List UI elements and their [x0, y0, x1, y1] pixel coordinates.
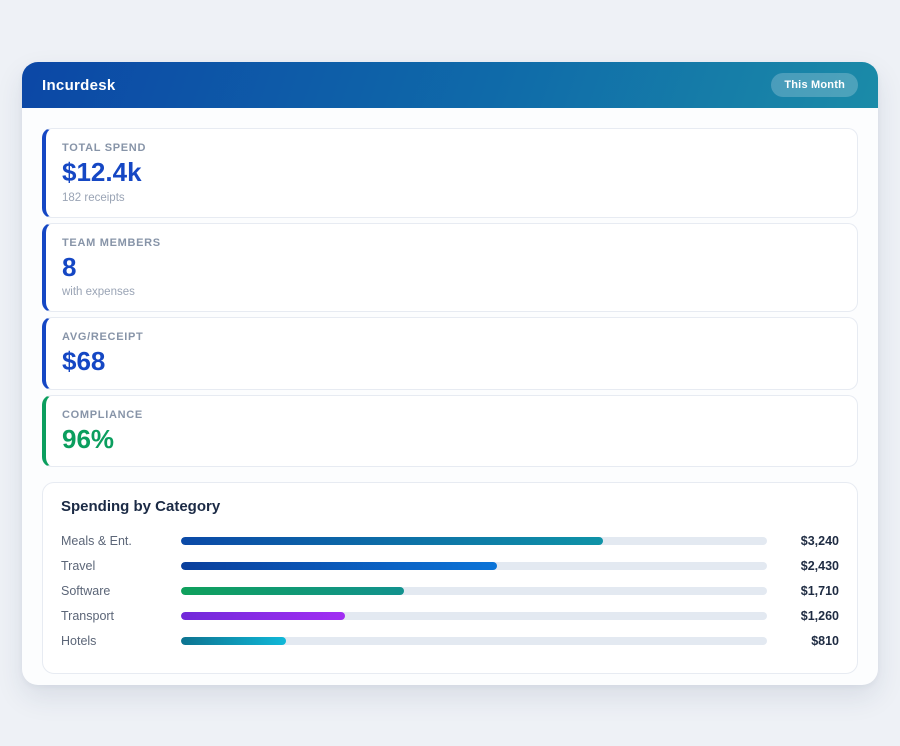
spending-by-category-chart: Spending by Category Meals & Ent. $3,240…: [42, 482, 858, 674]
dashboard-container: Incurdesk This Month TOTAL SPEND $12.4k …: [22, 62, 878, 685]
category-label: Hotels: [61, 634, 181, 648]
stat-card-compliance: COMPLIANCE 96%: [42, 395, 858, 468]
bar-track: [181, 637, 767, 645]
stat-card-total-spend: TOTAL SPEND $12.4k 182 receipts: [42, 128, 858, 218]
bar-track: [181, 587, 767, 595]
period-badge[interactable]: This Month: [771, 73, 858, 97]
stat-label: COMPLIANCE: [62, 409, 841, 421]
stat-value: $12.4k: [62, 158, 841, 187]
category-label: Software: [61, 584, 181, 598]
chart-row-transport: Transport $1,260: [61, 603, 839, 628]
stat-value: $68: [62, 347, 841, 376]
app-header: Incurdesk This Month: [22, 62, 878, 108]
stat-card-avg-receipt: AVG/RECEIPT $68: [42, 317, 858, 390]
category-label: Meals & Ent.: [61, 534, 181, 548]
chart-row-meals: Meals & Ent. $3,240: [61, 528, 839, 553]
bar-track: [181, 537, 767, 545]
chart-title: Spending by Category: [61, 498, 839, 515]
stat-subtext: with expenses: [62, 286, 841, 298]
stat-value: 96%: [62, 425, 841, 454]
chart-row-hotels: Hotels $810: [61, 628, 839, 653]
app-title: Incurdesk: [42, 77, 116, 94]
stat-label: TEAM MEMBERS: [62, 237, 841, 249]
stat-card-team-members: TEAM MEMBERS 8 with expenses: [42, 223, 858, 313]
stat-subtext: 182 receipts: [62, 192, 841, 204]
category-value: $1,710: [767, 584, 839, 598]
stat-value: 8: [62, 253, 841, 282]
bar-track: [181, 612, 767, 620]
category-value: $810: [767, 634, 839, 648]
category-value: $1,260: [767, 609, 839, 623]
bar-track: [181, 562, 767, 570]
stat-label: TOTAL SPEND: [62, 142, 841, 154]
bar-fill-travel: [181, 562, 497, 570]
category-value: $3,240: [767, 534, 839, 548]
dashboard-content: TOTAL SPEND $12.4k 182 receipts TEAM MEM…: [22, 108, 878, 694]
bar-fill-transport: [181, 612, 345, 620]
category-label: Travel: [61, 559, 181, 573]
category-label: Transport: [61, 609, 181, 623]
chart-row-software: Software $1,710: [61, 578, 839, 603]
stat-label: AVG/RECEIPT: [62, 331, 841, 343]
bar-fill-meals: [181, 537, 603, 545]
category-value: $2,430: [767, 559, 839, 573]
bar-fill-software: [181, 587, 404, 595]
bar-fill-hotels: [181, 637, 286, 645]
chart-row-travel: Travel $2,430: [61, 553, 839, 578]
